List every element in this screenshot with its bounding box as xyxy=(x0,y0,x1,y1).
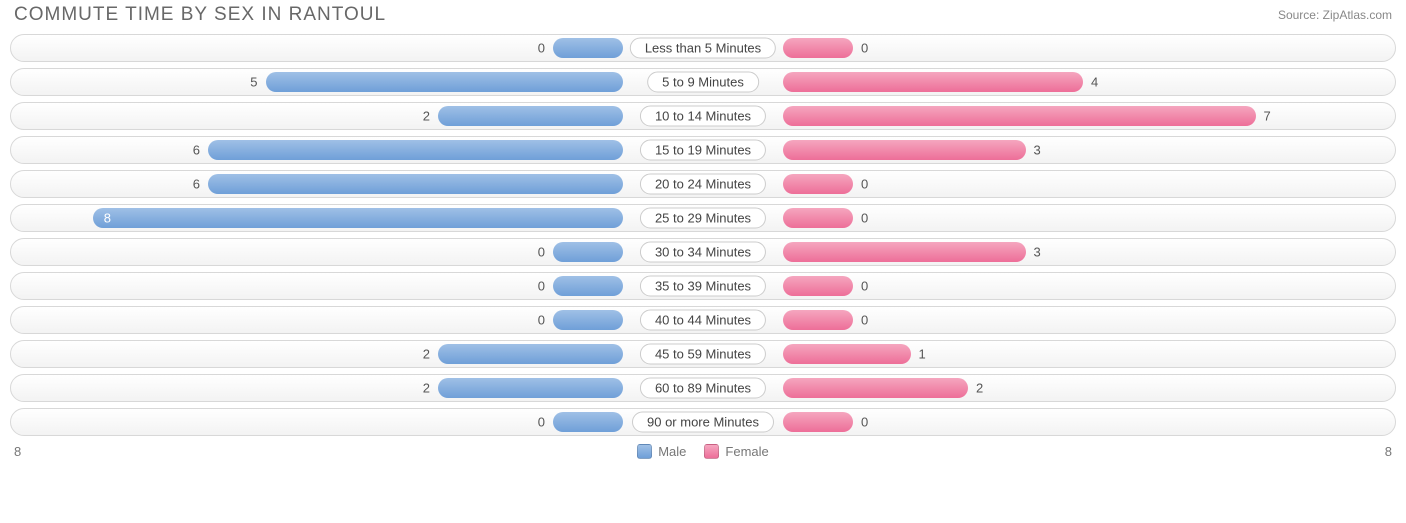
female-bar xyxy=(783,174,853,194)
category-label: 15 to 19 Minutes xyxy=(640,140,766,161)
chart-row: 2 1 45 to 59 Minutes xyxy=(10,340,1396,368)
male-value: 0 xyxy=(538,415,545,430)
chart-row: 2 7 10 to 14 Minutes xyxy=(10,102,1396,130)
category-label: 40 to 44 Minutes xyxy=(640,310,766,331)
female-value: 0 xyxy=(861,279,868,294)
female-bar xyxy=(783,208,853,228)
male-bar xyxy=(208,174,623,194)
male-bar xyxy=(438,344,623,364)
axis-left-max: 8 xyxy=(14,444,21,459)
category-label: 10 to 14 Minutes xyxy=(640,106,766,127)
commute-chart: COMMUTE TIME BY SEX IN RANTOUL Source: Z… xyxy=(0,0,1406,465)
legend-male: Male xyxy=(637,444,686,459)
chart-rows: 0 0 Less than 5 Minutes 5 4 5 to 9 Minutes 2 7 1… xyxy=(0,34,1406,436)
chart-row: 0 0 35 to 39 Minutes xyxy=(10,272,1396,300)
female-swatch-icon xyxy=(704,444,719,459)
female-value: 0 xyxy=(861,41,868,56)
female-bar xyxy=(783,140,1026,160)
legend: Male Female xyxy=(637,444,769,459)
female-value: 7 xyxy=(1264,109,1271,124)
axis-right-max: 8 xyxy=(1385,444,1392,459)
male-bar xyxy=(553,310,623,330)
female-value: 2 xyxy=(976,381,983,396)
male-bar xyxy=(438,106,623,126)
female-bar xyxy=(783,106,1256,126)
male-value: 2 xyxy=(423,109,430,124)
female-bar xyxy=(783,276,853,296)
category-label: 35 to 39 Minutes xyxy=(640,276,766,297)
male-value: 8 xyxy=(104,211,111,226)
female-value: 3 xyxy=(1034,245,1041,260)
male-bar xyxy=(438,378,623,398)
chart-source: Source: ZipAtlas.com xyxy=(1278,8,1392,22)
male-value: 2 xyxy=(423,347,430,362)
chart-title: COMMUTE TIME BY SEX IN RANTOUL xyxy=(14,4,386,26)
female-value: 0 xyxy=(861,211,868,226)
chart-row: 0 0 40 to 44 Minutes xyxy=(10,306,1396,334)
male-value: 6 xyxy=(193,143,200,158)
male-value: 0 xyxy=(538,279,545,294)
category-label: 30 to 34 Minutes xyxy=(640,242,766,263)
male-bar xyxy=(553,38,623,58)
male-value: 2 xyxy=(423,381,430,396)
category-label: Less than 5 Minutes xyxy=(630,38,776,59)
male-bar xyxy=(553,242,623,262)
female-bar xyxy=(783,412,853,432)
female-bar xyxy=(783,38,853,58)
female-bar xyxy=(783,344,911,364)
legend-female: Female xyxy=(704,444,768,459)
chart-footer: 8 Male Female 8 xyxy=(0,442,1406,465)
male-value: 5 xyxy=(250,75,257,90)
category-label: 25 to 29 Minutes xyxy=(640,208,766,229)
female-value: 4 xyxy=(1091,75,1098,90)
male-bar xyxy=(93,208,623,228)
male-swatch-icon xyxy=(637,444,652,459)
chart-row: 0 0 90 or more Minutes xyxy=(10,408,1396,436)
category-label: 60 to 89 Minutes xyxy=(640,378,766,399)
male-value: 0 xyxy=(538,41,545,56)
chart-row: 2 2 60 to 89 Minutes xyxy=(10,374,1396,402)
category-label: 90 or more Minutes xyxy=(632,412,774,433)
chart-row: 5 4 5 to 9 Minutes xyxy=(10,68,1396,96)
legend-male-label: Male xyxy=(658,444,686,459)
male-value: 0 xyxy=(538,245,545,260)
female-value: 1 xyxy=(919,347,926,362)
male-bar xyxy=(553,412,623,432)
female-value: 3 xyxy=(1034,143,1041,158)
female-bar xyxy=(783,242,1026,262)
legend-female-label: Female xyxy=(725,444,768,459)
female-bar xyxy=(783,310,853,330)
chart-row: 6 3 15 to 19 Minutes xyxy=(10,136,1396,164)
female-value: 0 xyxy=(861,177,868,192)
female-value: 0 xyxy=(861,415,868,430)
female-bar xyxy=(783,72,1083,92)
chart-row: 6 0 20 to 24 Minutes xyxy=(10,170,1396,198)
chart-header: COMMUTE TIME BY SEX IN RANTOUL Source: Z… xyxy=(0,0,1406,34)
chart-row: 8 0 25 to 29 Minutes xyxy=(10,204,1396,232)
male-value: 6 xyxy=(193,177,200,192)
chart-row: 0 3 30 to 34 Minutes xyxy=(10,238,1396,266)
male-bar xyxy=(208,140,623,160)
male-bar xyxy=(266,72,624,92)
category-label: 20 to 24 Minutes xyxy=(640,174,766,195)
female-value: 0 xyxy=(861,313,868,328)
female-bar xyxy=(783,378,968,398)
male-value: 0 xyxy=(538,313,545,328)
category-label: 45 to 59 Minutes xyxy=(640,344,766,365)
chart-row: 0 0 Less than 5 Minutes xyxy=(10,34,1396,62)
male-bar xyxy=(553,276,623,296)
category-label: 5 to 9 Minutes xyxy=(647,72,759,93)
